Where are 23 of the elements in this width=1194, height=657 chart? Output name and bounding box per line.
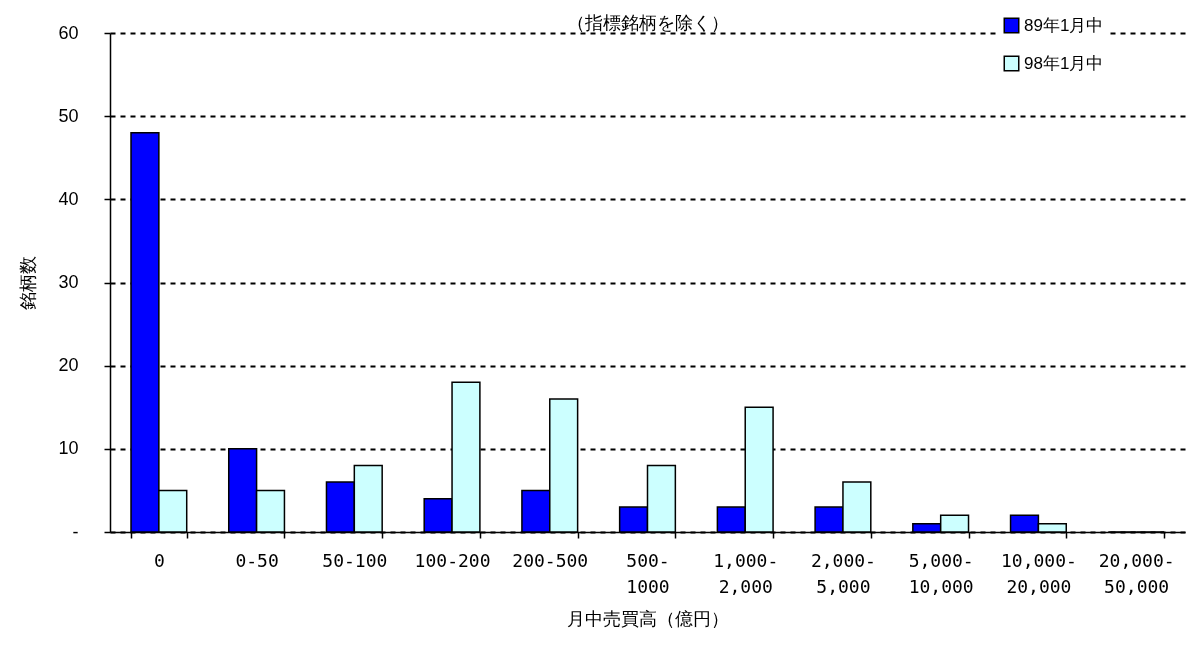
x-tick-label: 0 [153,549,165,571]
x-tick-label: 200-500 [512,549,589,571]
legend-label: 89年1月中 [1024,15,1104,35]
x-tick-label: 5,000-10,000 [908,549,974,597]
y-axis-title: 銘柄数 [18,256,39,310]
chart-title: （指標銘柄を除く） [566,13,729,33]
x-tick-label: 10,000-20,000 [1000,549,1077,597]
y-tick-label: 20 [58,355,79,376]
y-tick-label: 60 [58,22,79,43]
y-tick-label: 50 [58,105,79,126]
x-tick-label: 2,000-5,000 [810,549,876,597]
y-tick-label: - [72,521,79,542]
x-tick-label: 500-1000 [626,549,670,597]
y-tick-label: 40 [58,188,79,209]
legend-label: 98年1月中 [1024,53,1104,73]
x-tick-label: 0-50 [235,549,279,571]
x-tick-label: 50-100 [322,549,388,571]
x-axis-title: 月中売買高（億円） [567,608,729,629]
y-tick-label: 30 [58,272,79,292]
y-tick-label: 10 [58,438,79,459]
x-tick-label: 1,000-2,000 [713,549,779,597]
x-tick-label: 20,000-50,000 [1098,549,1175,597]
x-tick-label: 100-200 [414,549,491,571]
